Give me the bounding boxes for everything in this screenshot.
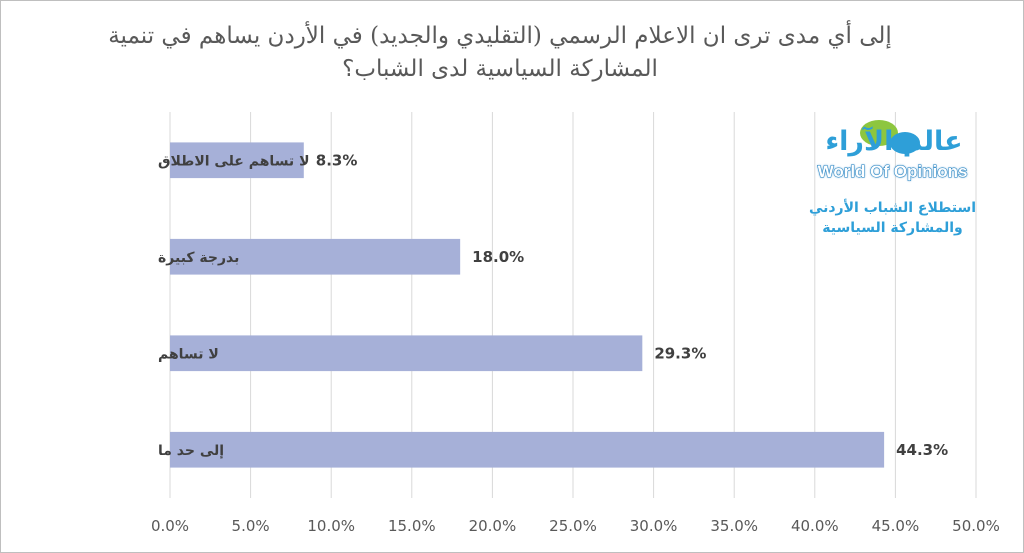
x-tick-label: 25.0%	[549, 517, 597, 535]
world-of-opinions-logo: عالم الآراء World Of Opinions استطلاع ال…	[800, 118, 985, 268]
data-label: 44.3%	[896, 441, 948, 459]
x-tick-label: 50.0%	[952, 517, 1000, 535]
data-label: 8.3%	[316, 151, 358, 169]
logo-subtitle-line-1: استطلاع الشباب الأردني	[808, 200, 977, 216]
bar	[170, 238, 461, 275]
chart-title: إلى أي مدى ترى ان الاعلام الرسمي (التقلي…	[60, 20, 940, 86]
x-tick-label: 20.0%	[469, 517, 517, 535]
data-label: 29.3%	[654, 344, 706, 362]
bar	[170, 431, 885, 468]
x-tick-label: 30.0%	[630, 517, 678, 535]
logo-english-name: World Of Opinions	[817, 162, 968, 182]
logo-subtitle-line-2: والمشاركة السياسية	[822, 220, 963, 236]
logo-subtitle: استطلاع الشباب الأردني والمشاركة السياسي…	[800, 198, 985, 238]
data-label: 18.0%	[472, 248, 524, 266]
speech-bubble-small-icon	[890, 132, 920, 154]
category-label: إلى حد ما	[158, 443, 224, 459]
x-tick-label: 45.0%	[872, 517, 920, 535]
x-tick-label: 10.0%	[307, 517, 355, 535]
x-tick-label: 5.0%	[232, 517, 270, 535]
bar	[170, 335, 643, 372]
category-label: لا تساهم على الاطلاق	[158, 153, 310, 169]
x-tick-label: 35.0%	[710, 517, 758, 535]
logo-arabic-name: عالم الآراء	[825, 126, 963, 157]
chart-title-line-1: إلى أي مدى ترى ان الاعلام الرسمي (التقلي…	[108, 23, 892, 49]
category-label: لا تساهم	[158, 346, 219, 362]
chart-title-line-2: المشاركة السياسية لدى الشباب؟	[342, 56, 658, 82]
bar	[170, 142, 304, 179]
x-tick-label: 40.0%	[791, 517, 839, 535]
category-label: بدرجة كبيرة	[158, 250, 239, 266]
x-tick-label: 0.0%	[151, 517, 189, 535]
x-tick-label: 15.0%	[388, 517, 436, 535]
